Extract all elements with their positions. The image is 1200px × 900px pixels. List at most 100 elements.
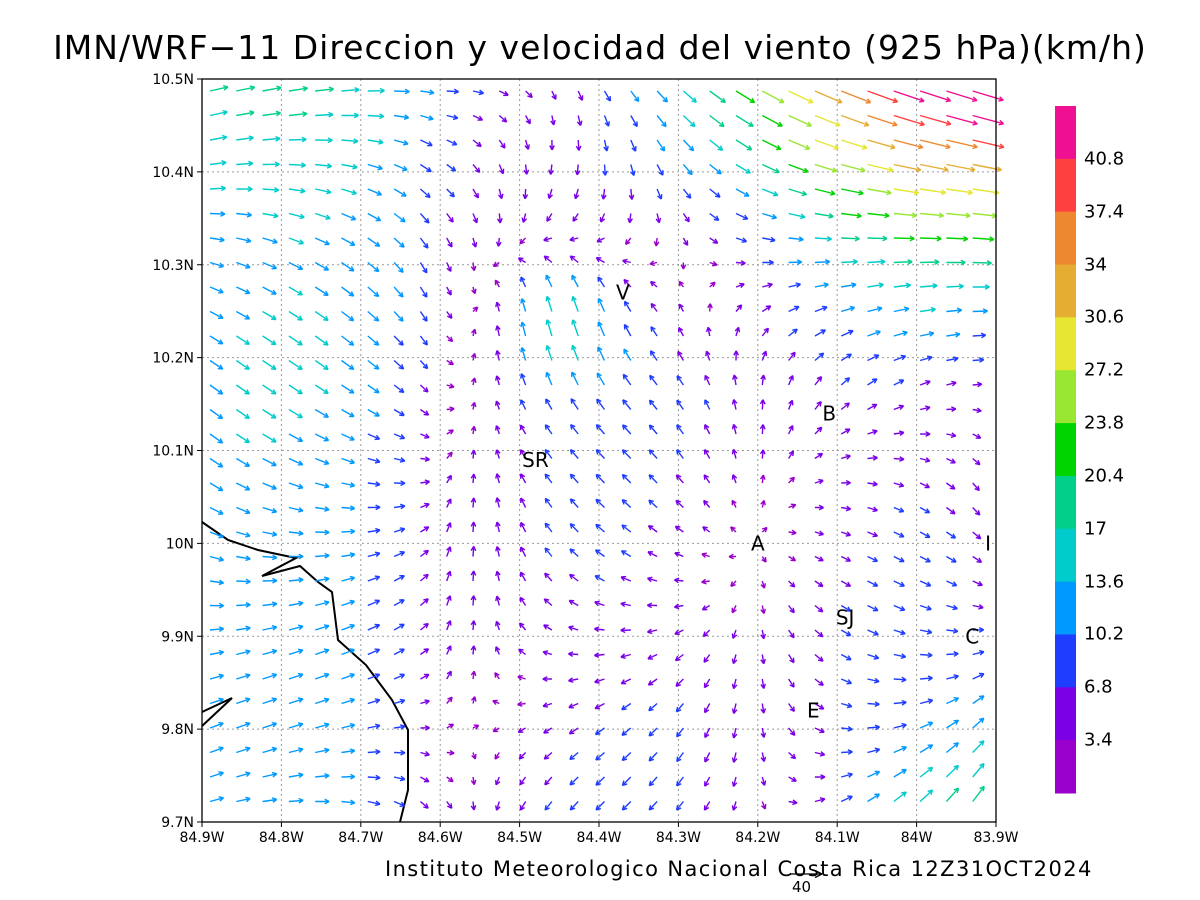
colorbar-label: 13.6 (1084, 571, 1125, 593)
wind-vector (393, 408, 405, 417)
wind-vector (288, 624, 304, 631)
wind-vector (288, 162, 307, 168)
wind-vector (495, 375, 501, 386)
wind-vector (709, 139, 724, 151)
wind-vector (288, 111, 308, 117)
wind-vector (867, 188, 892, 196)
colorbar-label: 6.8 (1084, 676, 1113, 698)
wind-vector (919, 506, 931, 514)
wind-vector (472, 213, 478, 224)
wind-vector (314, 624, 330, 631)
wind-vector (209, 286, 224, 294)
wind-vector (367, 212, 382, 222)
wind-vector (602, 164, 608, 176)
wind-vector (675, 678, 684, 687)
wind-vector (653, 237, 660, 247)
wind-vector (420, 163, 432, 173)
wind-vector (543, 727, 553, 734)
wind-vector (867, 531, 879, 538)
wind-vector (621, 473, 632, 484)
wind-vector (262, 187, 280, 193)
wind-vector (315, 137, 333, 144)
wind-vector (893, 188, 920, 196)
y-tick-label: 10.1N (152, 444, 194, 460)
wind-vector (814, 452, 824, 460)
wind-vector (648, 424, 658, 435)
wind-vector (674, 653, 684, 662)
wind-vector (517, 727, 526, 733)
wind-vector (262, 531, 278, 537)
wind-vector (367, 774, 381, 781)
wind-vector (393, 286, 404, 298)
wind-vector (972, 381, 983, 388)
wind-vector (946, 188, 974, 196)
wind-vector (919, 457, 931, 463)
wind-vector (262, 408, 277, 419)
wind-vector (972, 457, 981, 466)
wind-vector (314, 310, 329, 322)
wind-vector (840, 377, 851, 386)
wind-vector (673, 603, 684, 610)
wind-vector (920, 431, 931, 437)
wind-vector (315, 722, 330, 729)
wind-vector (597, 276, 606, 288)
wind-vector (647, 628, 658, 635)
wind-vector (288, 335, 303, 346)
wind-vector (341, 138, 359, 144)
wind-vector (315, 111, 334, 118)
wind-vector (893, 791, 907, 803)
wind-vector (972, 555, 983, 563)
wind-vector (367, 237, 381, 247)
wind-vector (419, 311, 428, 322)
wind-vector (314, 261, 330, 271)
wind-vector (367, 723, 381, 730)
station-labels: V SR B A I SJ C E (522, 281, 991, 723)
wind-vector (288, 85, 309, 92)
wind-vector (288, 457, 304, 466)
wind-vector (623, 348, 632, 361)
wind-vector (315, 552, 330, 559)
wind-vector (946, 283, 964, 290)
wind-vector (209, 746, 224, 754)
wind-vector (367, 87, 385, 94)
wind-vector (341, 748, 356, 754)
wind-vector (788, 629, 795, 639)
wind-vector (495, 546, 501, 557)
wind-vector (630, 139, 637, 152)
wind-vector (648, 399, 658, 410)
wind-vector (209, 457, 224, 468)
wind-vector (709, 237, 719, 244)
wind-vector (595, 751, 605, 761)
wind-vector (646, 602, 658, 609)
wind-vector (446, 335, 454, 343)
wind-vector (893, 722, 907, 729)
wind-vector (570, 423, 579, 435)
wind-vector (341, 87, 360, 93)
wind-vector (595, 498, 605, 509)
wind-vector (209, 236, 225, 243)
wind-vector (946, 90, 978, 102)
wind-vector (678, 326, 685, 337)
wind-vector (262, 135, 281, 142)
colorbar-label: 20.4 (1084, 465, 1125, 487)
wind-vector (446, 451, 453, 459)
wind-vector (236, 160, 254, 167)
wind-vector (367, 310, 380, 322)
wind-vector (236, 625, 251, 632)
wind-vector (471, 237, 478, 248)
wind-vector (735, 90, 756, 104)
wind-vector (893, 379, 905, 386)
colorbar-label: 27.2 (1084, 359, 1125, 381)
wind-vector (919, 90, 952, 103)
wind-vector (893, 506, 905, 513)
wind-vector (569, 448, 579, 459)
wind-vector (393, 359, 405, 370)
wind-vector (709, 90, 727, 104)
wind-vector (647, 576, 658, 583)
wind-vector (649, 374, 658, 386)
wind-vector (419, 360, 429, 370)
wind-vector (341, 359, 355, 370)
wind-vector (814, 727, 825, 734)
wind-vector (520, 373, 527, 386)
wind-vector (919, 163, 949, 173)
